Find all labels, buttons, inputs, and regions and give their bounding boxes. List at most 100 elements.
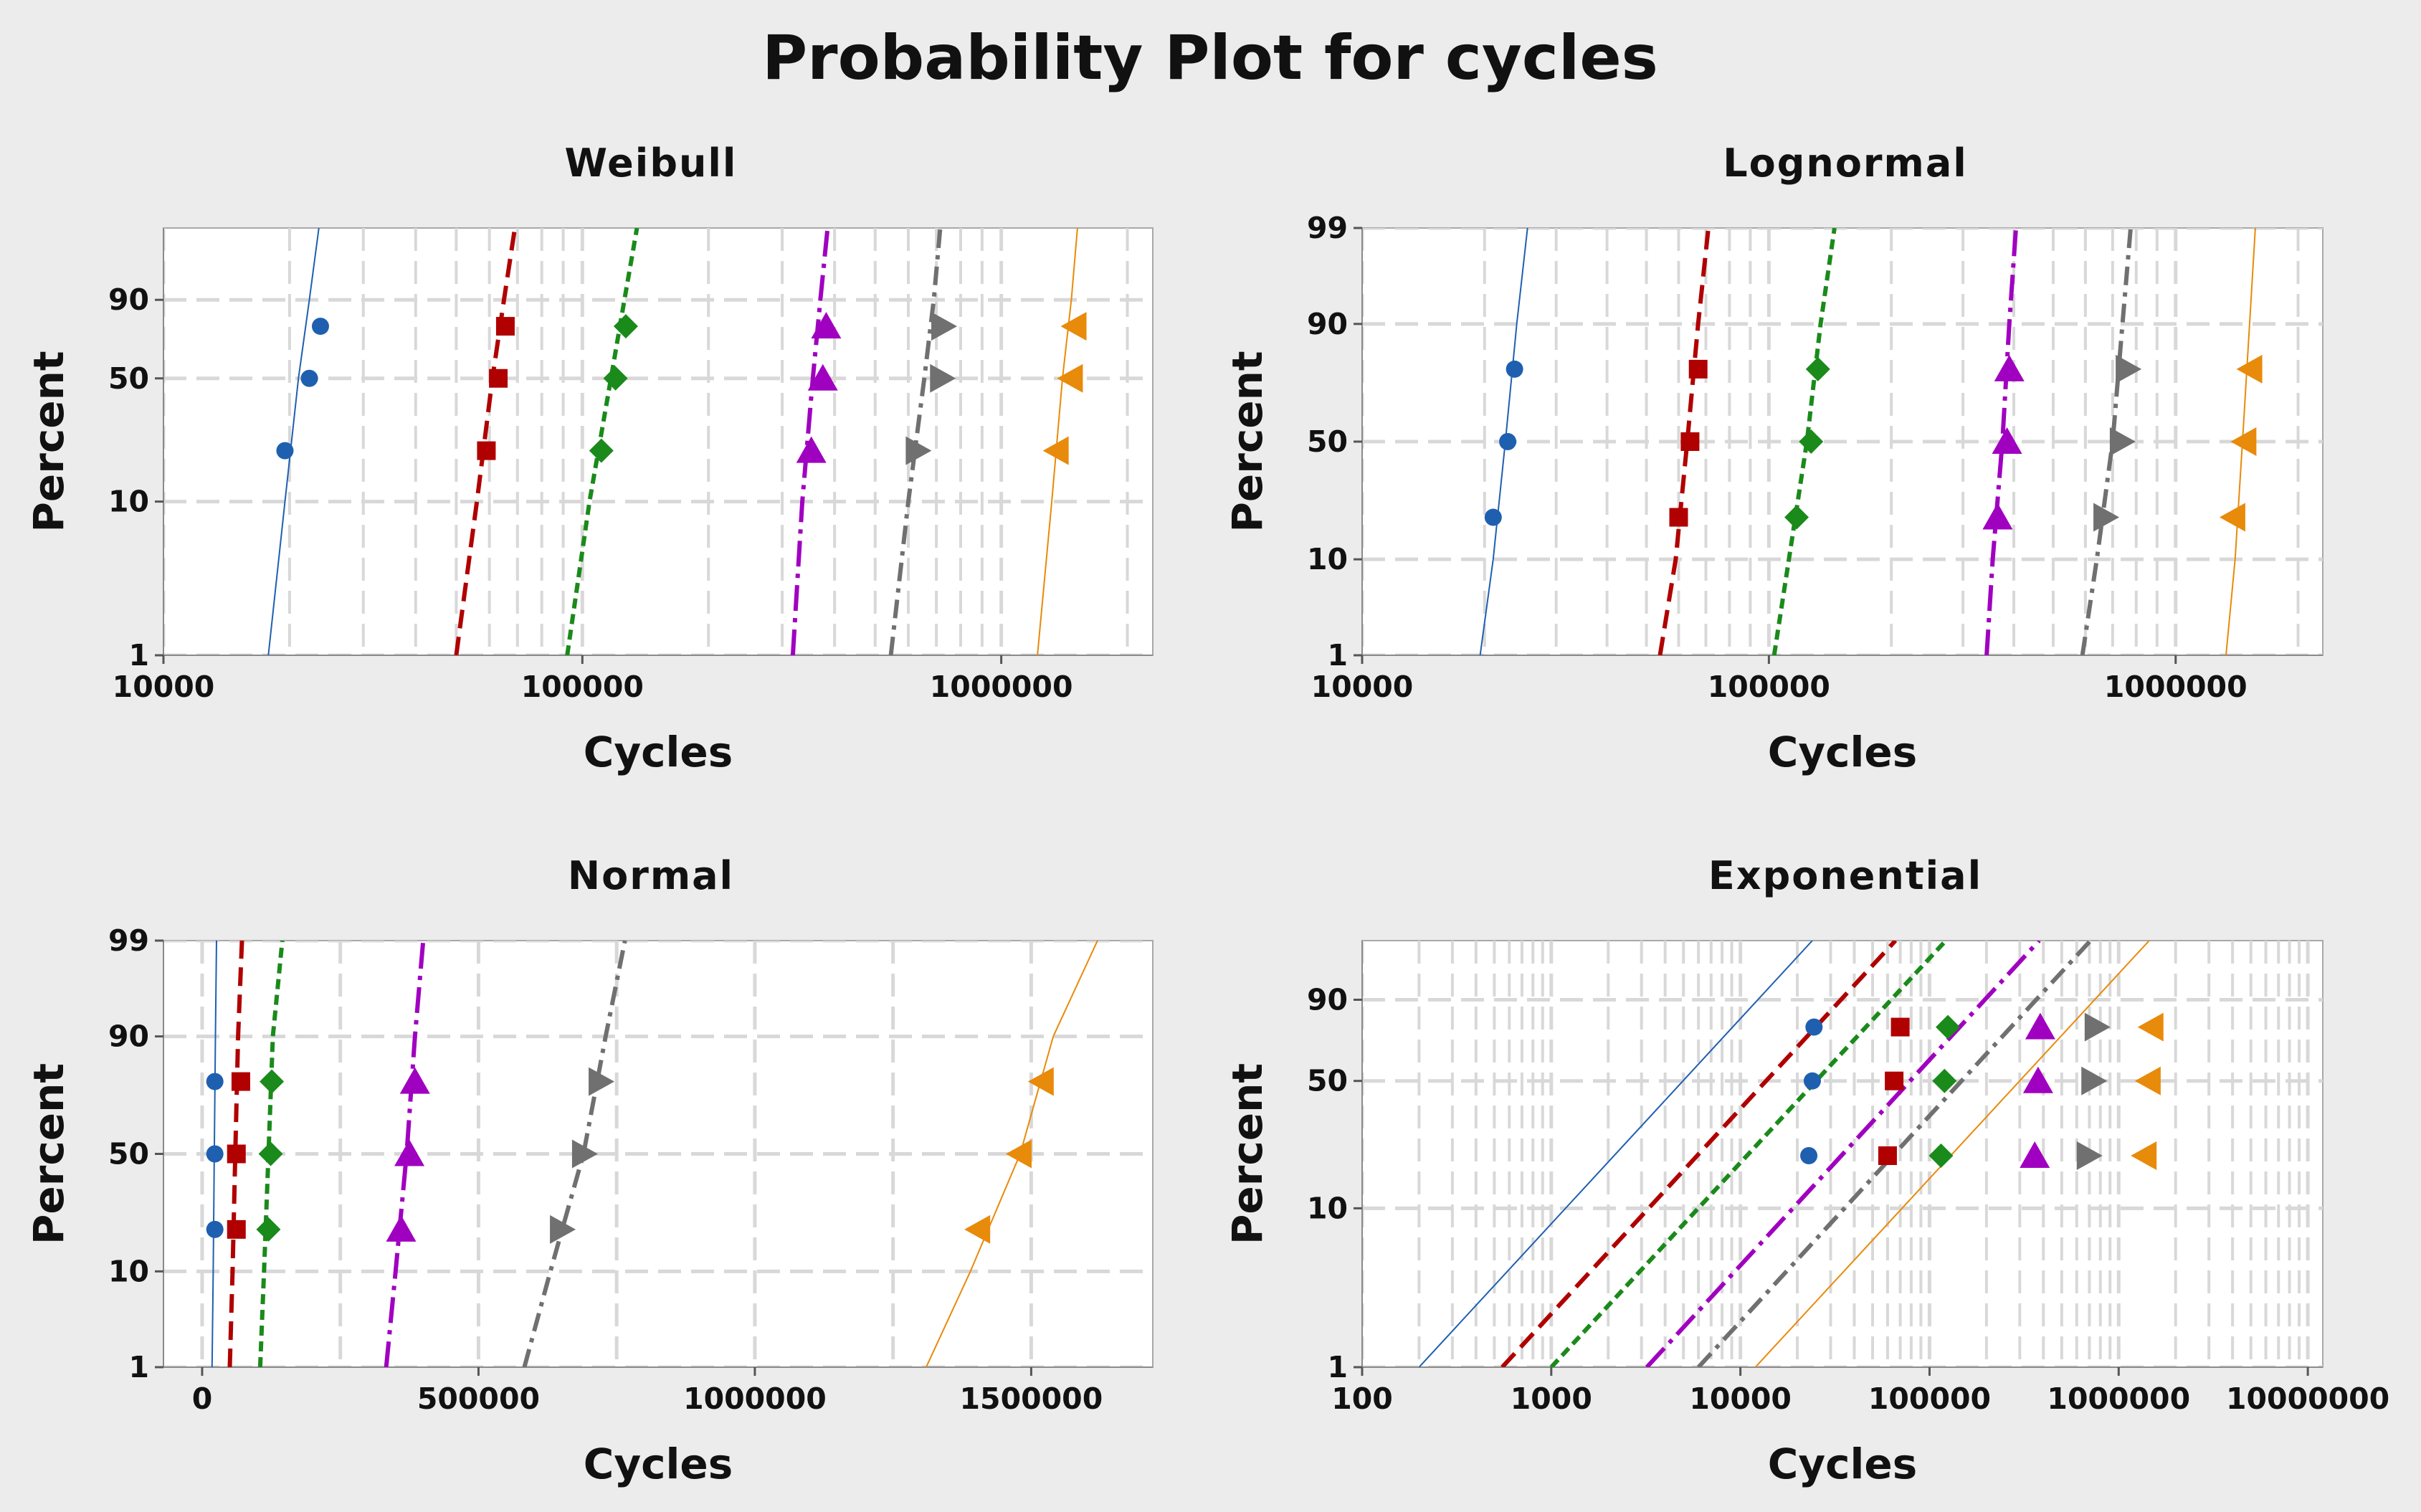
marker-triangle-left <box>2236 354 2263 384</box>
y-tick-label: 50 <box>1307 424 1348 459</box>
series-line-circle <box>267 228 320 655</box>
marker-square <box>227 1144 246 1164</box>
x-tick-label: 100000 <box>521 670 644 704</box>
marker-circle <box>300 369 318 387</box>
marker-diamond <box>589 438 614 463</box>
x-axis-label: Cycles <box>584 1440 733 1488</box>
y-tick-label: 10 <box>108 1254 149 1288</box>
x-tick-label: 1000000 <box>2047 1382 2190 1416</box>
marker-circle <box>1800 1146 1818 1164</box>
marker-square <box>1688 359 1708 379</box>
marker-square <box>1890 1017 1910 1037</box>
marker-circle <box>1484 508 1502 526</box>
marker-triangle-right <box>550 1214 576 1244</box>
y-tick-label: 90 <box>108 1019 149 1054</box>
x-tick-label: 500000 <box>417 1382 540 1416</box>
marker-triangle-right <box>2109 427 2136 456</box>
y-tick-label: 90 <box>108 282 149 317</box>
marker-triangle-left <box>2219 503 2245 532</box>
marker-square <box>489 369 508 388</box>
marker-circle <box>1803 1072 1821 1090</box>
y-tick-label: 1 <box>128 1350 149 1384</box>
plot-area <box>163 227 1154 656</box>
marker-circle <box>276 442 294 460</box>
marker-triangle-left <box>1042 436 1069 465</box>
series-line-triangle-right <box>522 941 627 1367</box>
panel-title: Lognormal <box>1723 141 1968 186</box>
series-line-triangle-right <box>888 228 943 655</box>
y-tick-label: 1 <box>1327 638 1348 672</box>
y-tick-label: 50 <box>1307 1064 1348 1098</box>
series-line-circle <box>1418 941 1813 1367</box>
y-tick-label: 99 <box>108 923 149 958</box>
marker-triangle-up <box>386 1214 417 1242</box>
marker-triangle-left <box>1027 1067 1054 1096</box>
y-axis-label: Percent <box>1223 1063 1272 1245</box>
marker-triangle-up <box>811 312 842 339</box>
marker-triangle-right <box>931 312 958 341</box>
marker-circle <box>1506 360 1523 378</box>
marker-triangle-right <box>2093 503 2120 532</box>
x-tick-label: 10000 <box>1689 1382 1792 1416</box>
marker-triangle-right <box>905 436 932 465</box>
marker-triangle-up <box>2025 1012 2055 1040</box>
y-tick-label: 50 <box>108 361 149 396</box>
x-tick-label: 1000000 <box>683 1382 827 1416</box>
x-axis-label: Cycles <box>1768 1440 1918 1488</box>
marker-circle <box>206 1145 224 1163</box>
series-line-diamond <box>565 228 639 655</box>
y-axis-label: Percent <box>24 1063 73 1245</box>
marker-square <box>231 1072 250 1091</box>
marker-square <box>1669 508 1688 527</box>
x-tick-label: 1000 <box>1511 1382 1592 1416</box>
series-line-diamond <box>1771 228 1837 655</box>
x-tick-label: 10000000 <box>2226 1382 2389 1416</box>
marker-circle <box>206 1220 224 1238</box>
marker-triangle-left <box>964 1214 991 1244</box>
x-tick-label: 100 <box>1331 1382 1393 1416</box>
x-tick-label: 1500000 <box>960 1382 1103 1416</box>
markers-group <box>1800 1012 2164 1170</box>
x-tick-label: 1000000 <box>2104 670 2248 704</box>
y-tick-label: 10 <box>108 485 149 519</box>
marker-diamond <box>1936 1014 1961 1040</box>
marker-diamond <box>1932 1068 1957 1093</box>
marker-triangle-right <box>2081 1066 2108 1095</box>
marker-diamond <box>603 366 628 391</box>
marker-triangle-up <box>1994 354 2025 381</box>
panel-title: Exponential <box>1708 853 1982 898</box>
marker-square <box>227 1219 246 1239</box>
marker-triangle-left <box>1057 363 1083 393</box>
marker-diamond <box>1799 429 1824 454</box>
y-tick-label: 99 <box>1307 211 1348 245</box>
marker-circle <box>1499 433 1517 450</box>
markers-group <box>1484 354 2263 532</box>
panel-weibull: Weibull 10000 100000 1000000 1 10 50 90 Cycles Pe… <box>24 141 1154 776</box>
marker-triangle-up <box>399 1067 430 1094</box>
marker-triangle-right <box>2084 1012 2111 1042</box>
marker-triangle-up <box>2022 1066 2053 1093</box>
series-line-square <box>1500 941 1898 1367</box>
figure-title: Probability Plot for cycles <box>762 22 1658 94</box>
marker-circle <box>311 318 329 336</box>
x-tick-label: 10000 <box>1311 670 1414 704</box>
y-tick-label: 1 <box>1327 1350 1348 1384</box>
y-tick-label: 10 <box>1307 1191 1348 1225</box>
marker-triangle-up <box>1982 503 2013 530</box>
markers-group <box>276 312 1087 465</box>
marker-triangle-left <box>1060 312 1087 341</box>
marker-diamond <box>256 1217 281 1242</box>
marker-triangle-left <box>2131 1141 2157 1170</box>
x-tick-label: 0 <box>192 1382 213 1416</box>
panel-lognormal: Lognormal 10000 100000 1000000 1 10 50 90 99 Cycl… <box>1223 141 2324 776</box>
marker-square <box>495 317 515 336</box>
marker-triangle-right <box>2076 1141 2103 1170</box>
marker-diamond <box>1928 1143 1954 1168</box>
marker-diamond <box>1805 356 1830 381</box>
marker-diamond <box>258 1141 283 1166</box>
x-axis-label: Cycles <box>584 728 733 776</box>
marker-triangle-right <box>571 1139 598 1169</box>
marker-square <box>1680 432 1700 451</box>
y-tick-label: 50 <box>108 1137 149 1171</box>
